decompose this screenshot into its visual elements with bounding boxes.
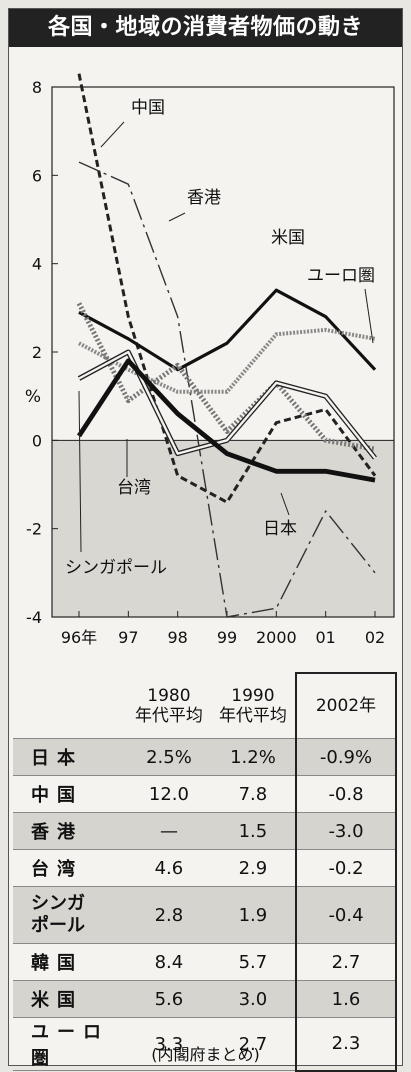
- header-1990: 1990 年代平均: [210, 673, 296, 739]
- cell-1990: 2.7: [210, 1017, 296, 1071]
- cell-1980: 3.3: [127, 1017, 211, 1071]
- y-tick-label: 4: [32, 255, 42, 274]
- row-label: 韓国: [13, 943, 127, 981]
- row-label: ユーロ圏: [13, 1017, 127, 1071]
- table-header-row: 1980 年代平均 1990 年代平均 2002年: [13, 672, 397, 739]
- row-label: シンガ ポール: [13, 886, 127, 944]
- cell-2002: -3.0: [295, 812, 397, 850]
- series-line-2: [78, 288, 377, 372]
- cell-2002: 1.6: [295, 980, 397, 1018]
- series-line-3: [78, 327, 376, 394]
- cell-1990: 1.9: [210, 886, 296, 944]
- table-row: ユーロ圏 3.3 2.7 2.3: [13, 1017, 397, 1072]
- series-label-1: 香港: [187, 188, 221, 208]
- cell-1980: —: [127, 812, 211, 850]
- y-tick-label: -4: [26, 608, 42, 627]
- series-line-4: [76, 302, 376, 452]
- x-tick-label: 2000: [256, 628, 297, 647]
- header-2002: 2002年: [295, 672, 397, 739]
- cell-1990: 1.2%: [210, 738, 296, 776]
- cell-1980: 12.0: [127, 775, 211, 813]
- cell-2002: -0.8: [295, 775, 397, 813]
- cell-2002: 2.7: [295, 943, 397, 981]
- cell-1980: 4.6: [127, 849, 211, 887]
- table-row: 米国 5.6 3.0 1.6: [13, 980, 397, 1018]
- x-tick-label: 02: [365, 628, 385, 647]
- series-line-0: [77, 73, 377, 504]
- table-row: 香港 —1.5 -3.0: [13, 812, 397, 850]
- chart-title: 各国・地域の消費者物価の動き: [9, 9, 402, 47]
- table-row: 中国 12.0 7.8 -0.8: [13, 775, 397, 813]
- table-row: シンガ ポール 2.8 1.9 -0.4: [13, 886, 397, 944]
- header-corner: [13, 673, 127, 739]
- series-label-5: シンガポール: [65, 558, 167, 578]
- y-tick-label: 2: [32, 343, 42, 362]
- cell-1980: 2.5%: [127, 738, 211, 776]
- series-line-1: [78, 161, 376, 618]
- cell-1980: 8.4: [127, 943, 211, 981]
- row-label: 香港: [13, 812, 127, 850]
- series-leader-5: [78, 390, 82, 553]
- cell-1990: 3.0: [210, 980, 296, 1018]
- cell-1990: 2.9: [210, 849, 296, 887]
- series-leader-3: [364, 288, 374, 344]
- cell-2002: -0.4: [295, 886, 397, 944]
- series-label-3: ユーロ圏: [307, 266, 375, 286]
- y-tick-label: -2: [26, 520, 42, 539]
- negative-region: [52, 440, 394, 617]
- series-leader-6: [280, 492, 290, 516]
- figure-frame: 各国・地域の消費者物価の動き 8 6 4 2 0 -2 -4% 96年 97 98 99 2000 01…: [8, 8, 403, 1072]
- cell-1990: 1.5: [210, 812, 296, 850]
- header-1980: 1980 年代平均: [127, 673, 211, 739]
- y-axis-label: %: [25, 387, 41, 407]
- y-tick-label: 0: [32, 431, 42, 450]
- y-tick-label: 6: [32, 166, 42, 185]
- y-tick-label: 8: [32, 78, 42, 97]
- series-line-6: [76, 358, 376, 483]
- x-tick-label: 96年: [61, 628, 97, 647]
- x-tick-label: 97: [118, 628, 138, 647]
- row-label: 日本: [13, 738, 127, 776]
- cell-1990: 5.7: [210, 943, 296, 981]
- cell-1990: 7.8: [210, 775, 296, 813]
- x-tick-label: 98: [167, 628, 187, 647]
- x-tick-label: 01: [315, 628, 335, 647]
- series-label-0: 中国: [131, 98, 165, 118]
- row-label: 台湾: [13, 849, 127, 887]
- cell-2002: -0.9%: [295, 738, 397, 776]
- series-label-4: 台湾: [117, 478, 151, 498]
- series-label-6: 日本: [263, 519, 297, 539]
- series-leader-0: [100, 121, 125, 148]
- table-row: 日本 2.5% 1.2% -0.9%: [13, 738, 397, 776]
- table-row: 台湾 4.6 2.9 -0.2: [13, 849, 397, 887]
- cell-1980: 2.8: [127, 886, 211, 944]
- source-note: (内閣府まとめ): [151, 1045, 260, 1064]
- cell-1980: 5.6: [127, 980, 211, 1018]
- row-label: 米国: [13, 980, 127, 1018]
- x-tick-label: 99: [217, 628, 237, 647]
- series-line-5: [78, 350, 376, 459]
- series-leader-1: [168, 212, 186, 222]
- row-label: 中国: [13, 775, 127, 813]
- cell-2002: 2.3: [295, 1017, 397, 1072]
- line-chart: 8 6 4 2 0 -2 -4% 96年 97 98 99 2000 01 02 中国香港米国ユーロ圏台湾シ…: [25, 73, 395, 647]
- cpi-table: 1980 年代平均 1990 年代平均 2002年 日本 2.5% 1.2% -0.9…: [13, 672, 397, 1072]
- table-row: 韓国 8.4 5.7 2.7: [13, 943, 397, 981]
- series-label-2: 米国: [271, 228, 305, 248]
- cell-2002: -0.2: [295, 849, 397, 887]
